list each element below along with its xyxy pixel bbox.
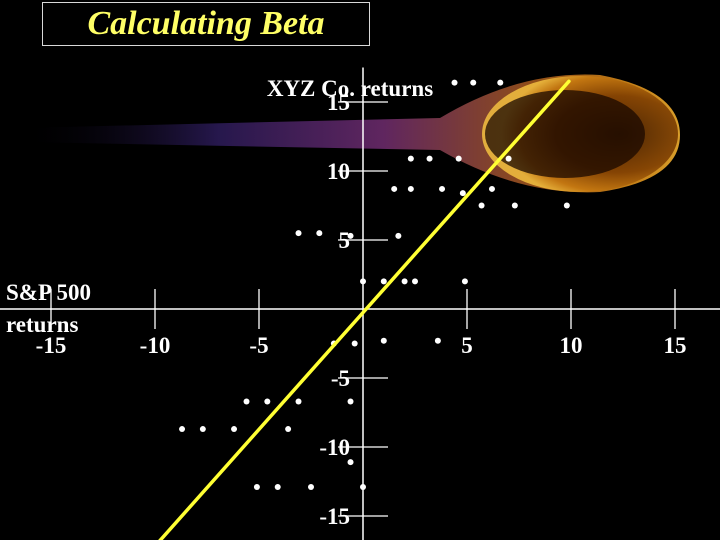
data-point xyxy=(380,278,387,285)
data-point xyxy=(285,426,292,433)
data-point xyxy=(407,155,414,162)
tick-labels: -15 -10 -5 5 10 15 15 10 5 -5 -10 -15 xyxy=(36,90,687,529)
title-box: Calculating Beta xyxy=(42,2,370,46)
data-point xyxy=(511,202,518,209)
data-point xyxy=(295,398,302,405)
axes xyxy=(0,67,720,540)
x-tick-label: -5 xyxy=(249,333,268,358)
data-point xyxy=(316,230,323,237)
x-axis-label-line-2: returns xyxy=(6,312,78,337)
data-point xyxy=(563,202,570,209)
data-point xyxy=(243,398,250,405)
x-tick-label: 15 xyxy=(664,333,687,358)
data-point xyxy=(455,155,462,162)
x-tick-label: -15 xyxy=(36,333,67,358)
data-point xyxy=(308,484,314,491)
y-tick-label: -5 xyxy=(331,366,350,391)
data-point xyxy=(231,426,238,433)
y-axis-label: XYZ Co. returns xyxy=(267,76,433,101)
data-point xyxy=(401,278,408,285)
data-point xyxy=(253,484,260,491)
data-point xyxy=(295,230,302,237)
data-point xyxy=(347,459,354,466)
data-point xyxy=(505,155,512,162)
slide-title: Calculating Beta xyxy=(87,5,325,42)
data-point xyxy=(179,426,186,433)
data-point xyxy=(434,337,441,344)
y-tick-label: 5 xyxy=(339,228,351,253)
data-point xyxy=(347,232,354,239)
data-point xyxy=(470,79,477,86)
data-point xyxy=(347,398,354,405)
data-point xyxy=(351,340,358,347)
data-point xyxy=(360,278,366,285)
data-point xyxy=(478,202,485,209)
ticks xyxy=(50,101,676,517)
data-point xyxy=(459,190,466,197)
x-axis-label-line-1: S&P 500 xyxy=(6,280,91,305)
data-point xyxy=(264,398,271,405)
data-point xyxy=(426,155,433,162)
data-point xyxy=(395,232,402,239)
data-point xyxy=(391,185,398,192)
data-point xyxy=(412,278,418,285)
x-tick-label: -10 xyxy=(140,333,171,358)
data-point xyxy=(380,337,387,344)
decorative-flare xyxy=(20,74,680,193)
data-point xyxy=(360,484,366,491)
x-tick-label: 5 xyxy=(461,333,473,358)
data-point xyxy=(199,426,206,433)
data-point xyxy=(439,185,446,192)
y-tick-label: -10 xyxy=(319,435,350,460)
data-point xyxy=(497,79,504,86)
x-tick-label: 10 xyxy=(560,333,583,358)
data-point xyxy=(407,185,414,192)
data-point xyxy=(451,79,458,86)
y-tick-label: 10 xyxy=(327,159,350,184)
data-point xyxy=(488,185,495,192)
data-points xyxy=(179,79,570,491)
y-tick-label: -15 xyxy=(319,504,350,529)
data-point xyxy=(461,278,468,285)
y-tick-label: 15 xyxy=(327,90,350,115)
data-point xyxy=(274,484,281,491)
regression-line xyxy=(158,79,571,540)
